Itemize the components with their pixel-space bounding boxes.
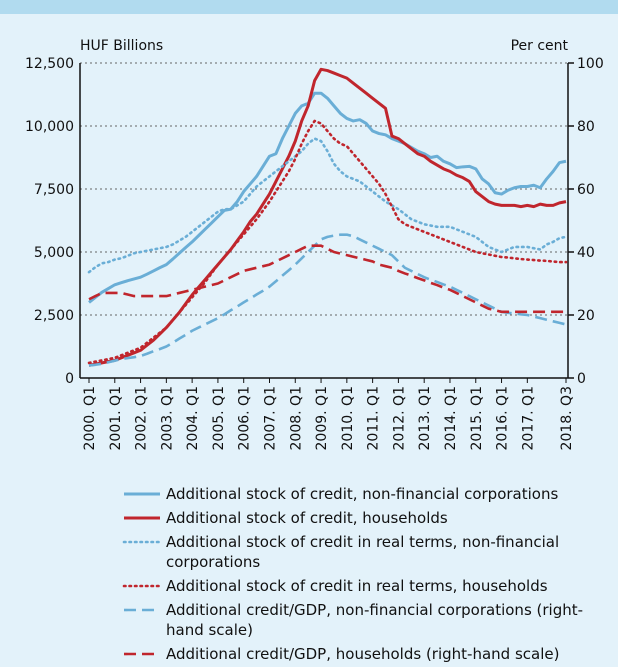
legend-item: Additional stock of credit in real terms… [122, 532, 602, 572]
x-tick-label: 2002. Q1 [134, 386, 150, 450]
x-tick-label: 2008. Q1 [288, 386, 304, 450]
x-tick-label: 2013. Q1 [417, 386, 433, 450]
x-tick-label: 2006. Q1 [237, 386, 253, 450]
x-tick-label: 2009. Q1 [314, 386, 330, 450]
legend-swatch [124, 492, 160, 496]
y2-tick-label: 80 [577, 119, 595, 135]
y-axis-label: HUF Billions [80, 38, 163, 54]
legend-swatch [122, 540, 162, 544]
legend-label: Additional stock of credit in real terms… [166, 533, 560, 571]
legend-swatch [124, 608, 160, 612]
y2-tick-label: 60 [577, 182, 595, 198]
y-tick-label: 10,000 [25, 119, 74, 135]
legend-swatch [124, 516, 160, 520]
y-tick-label: 2,500 [34, 308, 74, 324]
x-tick-label: 2004. Q1 [185, 386, 201, 450]
x-tick-label: 2017. Q1 [520, 386, 536, 450]
x-tick-label: 2007. Q1 [262, 386, 278, 450]
legend-label: Additional credit/GDP, households (right… [166, 645, 560, 663]
y2-tick-label: 100 [577, 56, 604, 72]
x-tick-label: 2014. Q1 [443, 386, 459, 450]
y2-axis-label: Per cent [511, 38, 569, 54]
legend-item: Additional stock of credit in real terms… [122, 576, 602, 596]
y-tick-label: 7,500 [34, 182, 74, 198]
x-tick-label: 2010. Q1 [340, 386, 356, 450]
x-tick-label: 2011. Q1 [366, 386, 382, 450]
x-tick-label: 2016. Q1 [495, 386, 511, 450]
legend-label: Additional credit/GDP, non-financial cor… [166, 601, 584, 639]
x-tick-label: 2018. Q3 [559, 386, 575, 450]
legend-item: Additional credit/GDP, non-financial cor… [122, 600, 602, 640]
legend-label: Additional stock of credit, households [166, 509, 448, 527]
x-tick-label: 2000. Q1 [82, 386, 98, 450]
legend-label: Additional stock of credit, non-financia… [166, 485, 559, 503]
x-tick-label: 2001. Q1 [108, 386, 124, 450]
series-line [88, 91, 567, 304]
series-line [87, 137, 568, 274]
chart: HUF Billions Per cent 0 2,500 5,000 7,500 10… [25, 38, 604, 450]
y2-tick-label: 0 [577, 371, 586, 387]
series-line [87, 119, 568, 365]
legend-item: Additional credit/GDP, households (right… [122, 644, 602, 664]
legend-item: Additional stock of credit, non-financia… [122, 484, 602, 504]
y2-tick-label: 40 [577, 245, 595, 261]
y-tick-label: 0 [65, 371, 74, 387]
header-band [0, 0, 618, 14]
y-tick-label: 5,000 [34, 245, 74, 261]
series-line [88, 244, 566, 314]
x-tick-label: 2005. Q1 [211, 386, 227, 450]
legend-label: Additional stock of credit in real terms… [166, 577, 548, 595]
series-line [88, 233, 567, 367]
legend-swatch [124, 652, 160, 656]
y-tick-label: 12,500 [25, 56, 74, 72]
legend-swatch [122, 584, 162, 588]
series-line [88, 67, 567, 367]
x-tick-label: 2012. Q1 [391, 386, 407, 450]
legend-item: Additional stock of credit, households [122, 508, 602, 528]
y2-tick-label: 20 [577, 308, 595, 324]
x-tick-label: 2003. Q1 [159, 386, 175, 450]
legend: Additional stock of credit, non-financia… [122, 484, 602, 667]
x-tick-label: 2015. Q1 [469, 386, 485, 450]
